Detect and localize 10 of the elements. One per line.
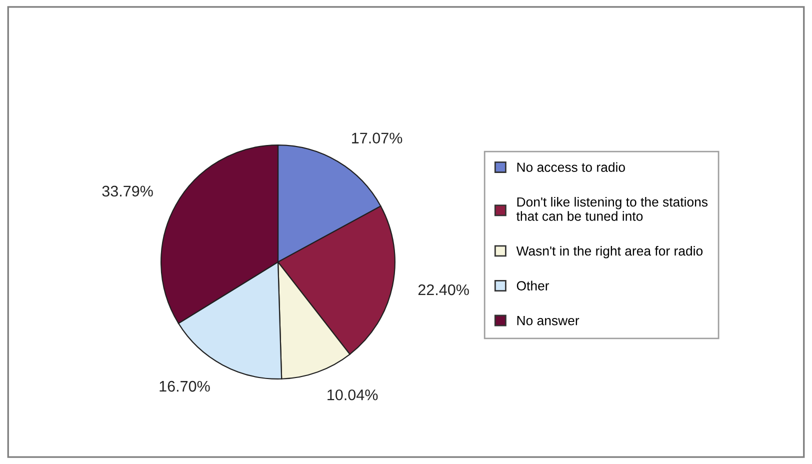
legend-label: Other: [516, 280, 550, 290]
data-label: 17.07%: [352, 132, 402, 144]
legend-label: Don't like listening to the stations that can be tuned into: [516, 196, 708, 221]
legend-label: No access to radio: [517, 162, 625, 172]
legend-label: Wasn't in the right area for radio: [516, 246, 703, 258]
data-label: 16.70%: [160, 380, 210, 392]
legend-label: No answer: [517, 316, 580, 326]
data-label: 22.40%: [418, 284, 469, 296]
data-label: 33.79%: [102, 186, 153, 197]
data-label: 10.04%: [328, 389, 378, 400]
